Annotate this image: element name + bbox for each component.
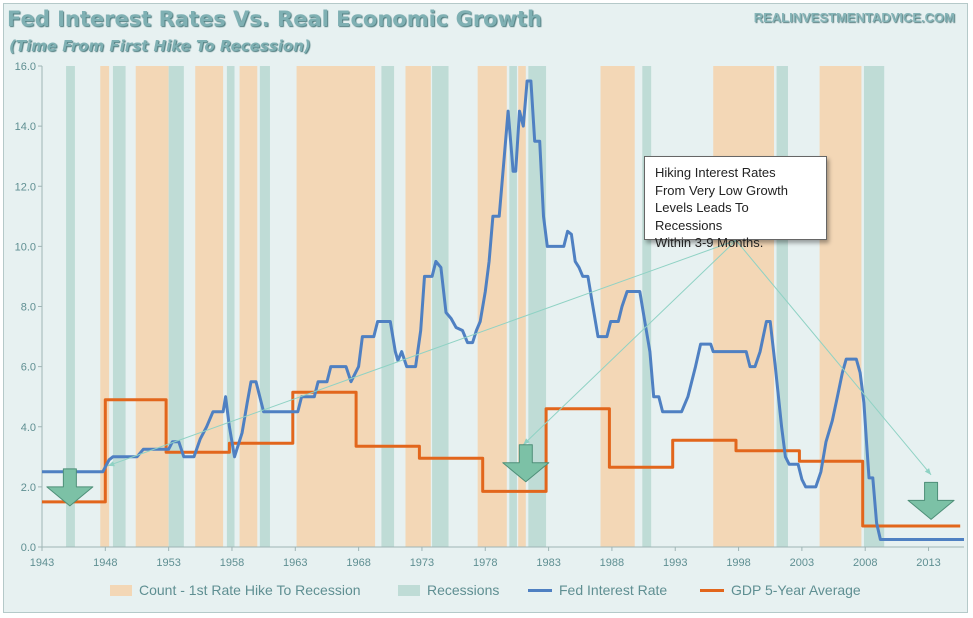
legend-item-hike: Count - 1st Rate Hike To Recession — [110, 582, 361, 598]
y-tick-label: 8.0 — [21, 302, 36, 314]
hike-band — [518, 66, 526, 547]
recession-band — [66, 66, 75, 547]
x-tick-label: 1973 — [410, 557, 434, 569]
annotation-line-4: Within 3-9 Months. — [655, 235, 764, 250]
annotation-line-1: Hiking Interest Rates — [655, 165, 776, 180]
gdp-average-line — [42, 390, 961, 528]
recession-band — [776, 66, 788, 547]
legend-label-gdp: GDP 5-Year Average — [731, 582, 861, 598]
x-tick-label: 2008 — [853, 557, 877, 569]
annotation-line-3: Levels Leads To Recessions — [655, 200, 749, 233]
series-lines — [42, 79, 964, 541]
annotation-leader-lines — [107, 239, 932, 476]
y-tick-label: 10.0 — [15, 241, 36, 253]
x-tick-label: 1988 — [600, 557, 624, 569]
x-tick-label: 1963 — [283, 557, 307, 569]
recession-band — [226, 66, 235, 547]
x-tick-label: 1978 — [473, 557, 497, 569]
x-tick-label: 1983 — [536, 557, 560, 569]
annotation-leader — [107, 239, 737, 467]
recession-band — [509, 66, 517, 547]
y-tick-label: 16.0 — [15, 61, 36, 73]
recession-band — [112, 66, 126, 547]
legend-swatch-gdp — [700, 588, 724, 592]
hike-band — [713, 66, 775, 547]
legend-label-recession: Recessions — [427, 582, 500, 598]
recession-band — [259, 66, 270, 547]
annotation-arrowhead — [107, 461, 115, 467]
annotation-leader — [522, 240, 737, 446]
hike-band — [135, 66, 169, 547]
recession-band — [432, 66, 449, 547]
down-arrow-icon — [502, 444, 550, 483]
axes: 0.0 2.0 4.0 6.0 8.0 10.0 12.0 14.0 16.0 1943 1948 1… — [15, 61, 964, 569]
down-arrow-icon — [907, 481, 955, 520]
y-tick-label: 4.0 — [21, 422, 36, 434]
x-tick-label: 1998 — [726, 557, 750, 569]
fed-rate-line — [42, 79, 964, 541]
legend-item-fed: Fed Interest Rate — [528, 582, 667, 598]
chart-title: Fed Interest Rates Vs. Real Economic Gro… — [7, 7, 542, 31]
annotation-arrowhead — [924, 468, 932, 475]
legend-label-fed: Fed Interest Rate — [559, 582, 668, 598]
y-tick-label: 6.0 — [21, 362, 36, 374]
recession-band — [863, 66, 885, 547]
annotation-arrowhead — [523, 438, 530, 445]
hike-band — [195, 66, 224, 547]
annotation-leader — [735, 240, 932, 476]
annotation-callout: Hiking Interest Rates From Very Low Grow… — [644, 156, 827, 250]
y-tick-label: 2.0 — [21, 482, 36, 494]
x-tick-label: 1993 — [663, 557, 687, 569]
x-tick-label: 1948 — [93, 557, 117, 569]
hike-band — [600, 66, 635, 547]
x-tick-label: 2003 — [790, 557, 814, 569]
y-tick-label: 12.0 — [15, 181, 36, 193]
down-arrow-icon — [46, 468, 94, 507]
source-credit: REALINVESTMENTADVICE.COM — [753, 10, 955, 25]
recession-band — [168, 66, 184, 547]
shaded-bands — [66, 66, 885, 547]
x-tick-label: 2013 — [916, 557, 940, 569]
chart-legend: Count - 1st Rate Hike To Recession Reces… — [0, 582, 973, 602]
legend-label-hike: Count - 1st Rate Hike To Recession — [139, 582, 361, 598]
legend-item-recession: Recessions — [398, 582, 499, 598]
x-tick-label: 1943 — [30, 557, 54, 569]
legend-item-gdp: GDP 5-Year Average — [700, 582, 861, 598]
x-tick-label: 1968 — [346, 557, 370, 569]
recession-band — [642, 66, 652, 547]
hike-band — [296, 66, 376, 547]
hike-band — [100, 66, 110, 547]
x-tick-label: 1958 — [220, 557, 244, 569]
hike-band — [819, 66, 862, 547]
annotation-line-2: From Very Low Growth — [655, 182, 788, 198]
legend-swatch-recession — [398, 584, 420, 596]
chart-subtitle: (Time From First Hike To Recession) — [9, 37, 311, 55]
recession-band — [381, 66, 395, 547]
hike-band — [239, 66, 258, 547]
legend-swatch-fed — [528, 588, 552, 592]
x-tick-label: 1953 — [156, 557, 180, 569]
hike-band — [405, 66, 431, 547]
y-tick-label: 14.0 — [15, 121, 36, 133]
legend-swatch-hike — [110, 584, 132, 596]
arrow-markers — [46, 444, 955, 520]
y-tick-label: 0.0 — [21, 542, 36, 554]
